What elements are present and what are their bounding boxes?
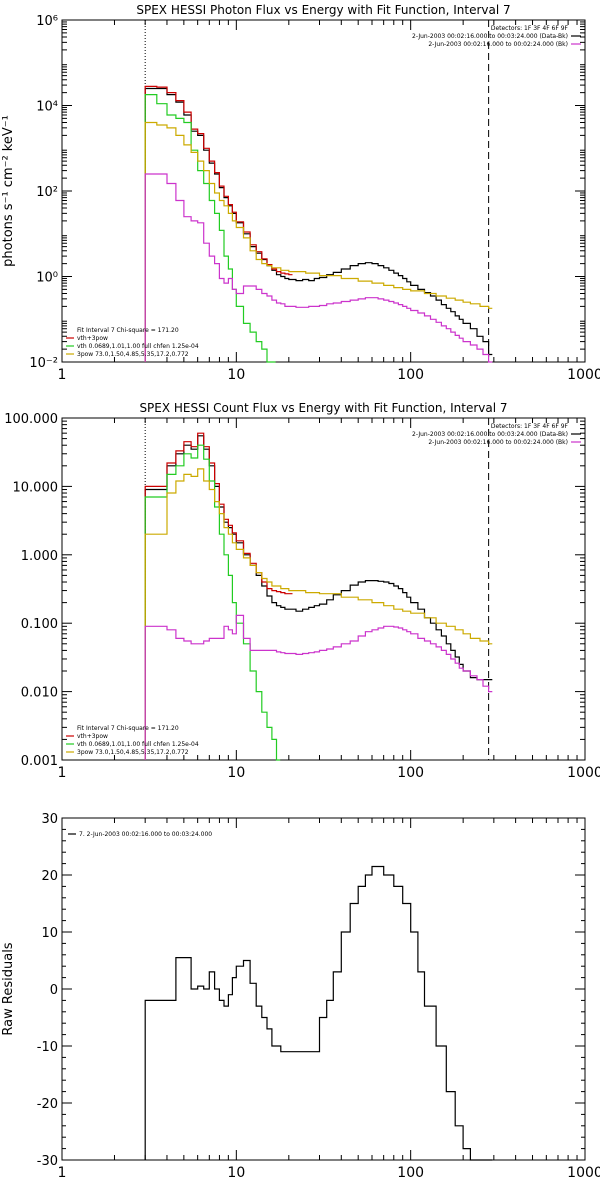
plot-frame — [61, 19, 586, 363]
y-tick-label: 10.000 — [13, 480, 59, 495]
series-3pow — [144, 468, 493, 760]
y-tick-label: -20 — [37, 1097, 58, 1112]
legend-bottom-left-entry: vth+3pow — [77, 733, 108, 740]
plot-frame — [61, 817, 586, 1161]
series-series — [144, 865, 493, 1161]
x-tick-label: 100 — [397, 1165, 424, 1181]
legend-top-right-entry: 2-Jun-2003 00:02:16.000 to 00:02:24.000 … — [428, 439, 568, 446]
y-tick-label: 10 — [41, 926, 58, 941]
legend-bottom-left-entry: vth 0.0689,1.01,1.00 full chfen 1.25e-04 — [77, 343, 199, 350]
legend-top-right-entry: 2-Jun-2003 00:02:16.000 to 00:03:24.000 … — [412, 431, 568, 438]
plot-frame — [61, 417, 586, 761]
legend-bottom-left-entry: vth 0.0689,1.01,1.00 full chfen 1.25e-04 — [77, 741, 199, 748]
legend-bottom-left-entry: 3pow 73.0,1.50,4.85,5.35,17.2,0.772 — [77, 351, 189, 358]
legend-bottom-left-entry: Fit Interval 7 Chi-square = 171.20 — [77, 327, 179, 334]
legend-top-left-entry: 7. 2-Jun-2003 00:02:16.000 to 00:03:24.0… — [79, 831, 212, 838]
x-tick-label: 10 — [227, 1165, 245, 1181]
y-tick-label: 10⁻² — [29, 356, 58, 371]
y-tick-label: -10 — [37, 1040, 58, 1055]
y-axis-label: Raw Residuals — [1, 942, 16, 1035]
y-tick-label: 0.100 — [21, 617, 58, 632]
y-tick-label: 20 — [41, 869, 58, 884]
x-tick-label: 10 — [227, 367, 245, 383]
x-tick-label: 100 — [397, 765, 424, 781]
legend-bottom-left-entry: vth+3pow — [77, 335, 108, 342]
x-tick-label: 1000 — [567, 765, 600, 781]
series-vth — [144, 94, 276, 363]
chart-title: SPEX HESSI Photon Flux vs Energy with Fi… — [136, 3, 510, 17]
x-tick-label: 10 — [227, 765, 245, 781]
y-tick-label: 1.000 — [21, 549, 58, 564]
y-tick-label: 10⁰ — [36, 271, 58, 286]
x-tick-label: 1000 — [567, 1165, 600, 1181]
legend-bottom-left-entry: Fit Interval 7 Chi-square = 171.20 — [77, 725, 179, 732]
x-tick-label: 1000 — [567, 367, 600, 383]
y-tick-label: -30 — [37, 1154, 58, 1169]
series-bk — [144, 614, 493, 760]
y-tick-label: 0.001 — [21, 754, 58, 769]
x-tick-label: 1 — [58, 1165, 67, 1181]
y-tick-label: 100.000 — [4, 412, 58, 427]
y-tick-label: 0 — [50, 983, 58, 998]
photon-flux-panel: SPEX HESSI Photon Flux vs Energy with Fi… — [1, 3, 600, 383]
legend-top-right-entry: Detectors: 1F 3F 4F 6F 9F — [491, 423, 569, 430]
y-tick-label: 10⁶ — [36, 14, 58, 29]
legend-top-right-entry: 2-Jun-2003 00:02:16.000 to 00:02:24.000 … — [428, 41, 568, 48]
series-bk — [144, 173, 493, 363]
count-flux-panel: SPEX HESSI Count Flux vs Energy with Fit… — [4, 401, 600, 781]
x-tick-label: 1 — [58, 765, 67, 781]
x-tick-label: 100 — [397, 367, 424, 383]
series-data-bk — [144, 435, 493, 760]
series-3pow — [144, 121, 493, 362]
y-tick-label: 0.010 — [21, 686, 58, 701]
y-tick-label: 30 — [41, 812, 58, 827]
y-tick-label: 10² — [36, 185, 58, 200]
series-vth-3pow — [144, 85, 293, 362]
residuals-panel: 1 10 100 1000 -30 -20 -10 0 10 20 30 Raw Residuals 7… — [1, 812, 600, 1181]
chart-title: SPEX HESSI Count Flux vs Energy with Fit… — [139, 401, 507, 415]
legend-top-right-entry: 2-Jun-2003 00:02:16.000 to 00:03:24.000 … — [412, 33, 568, 40]
series-vth-3pow — [144, 432, 293, 760]
y-tick-label: 10⁴ — [36, 100, 58, 115]
y-axis-label: photons s⁻¹ cm⁻² keV⁻¹ — [1, 115, 16, 267]
x-tick-label: 1 — [58, 367, 67, 383]
series-vth — [144, 444, 281, 761]
legend-bottom-left-entry: 3pow 73.0,1.50,4.85,5.35,17.2,0.772 — [77, 749, 189, 756]
legend-top-right-entry: Detectors: 1F 3F 4F 6F 9F — [491, 25, 569, 32]
